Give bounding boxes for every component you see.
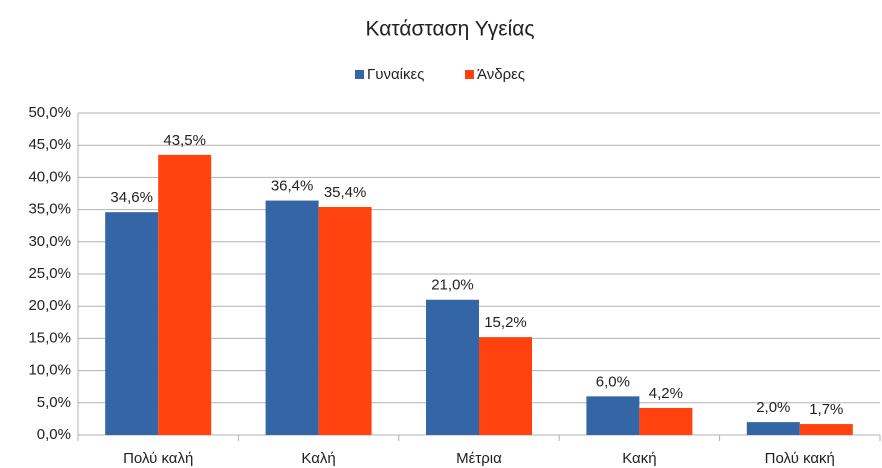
y-tick-label: 45,0% bbox=[28, 136, 71, 153]
bar bbox=[105, 212, 159, 435]
y-tick-label: 15,0% bbox=[28, 329, 71, 346]
y-tick-label: 25,0% bbox=[28, 265, 71, 282]
data-label: 15,2% bbox=[484, 314, 527, 331]
data-label: 4,2% bbox=[649, 385, 683, 402]
bar bbox=[479, 337, 532, 435]
x-tick-label: Κακή bbox=[622, 450, 656, 467]
bar bbox=[586, 396, 640, 435]
data-label: 6,0% bbox=[596, 373, 630, 390]
y-tick-label: 20,0% bbox=[28, 297, 71, 314]
data-label: 36,4% bbox=[271, 178, 314, 195]
data-label: 34,6% bbox=[110, 189, 153, 206]
data-label: 1,7% bbox=[809, 401, 843, 418]
data-label: 21,0% bbox=[431, 277, 474, 294]
data-label: 2,0% bbox=[756, 399, 790, 416]
y-tick-label: 35,0% bbox=[28, 201, 71, 218]
legend-swatch bbox=[355, 70, 364, 79]
bar bbox=[265, 200, 319, 435]
legend-label: Άνδρες bbox=[477, 66, 525, 83]
bar bbox=[799, 424, 853, 435]
bar bbox=[746, 422, 800, 435]
x-tick-label: Πολύ καλή bbox=[123, 450, 193, 467]
y-tick-label: 40,0% bbox=[28, 168, 71, 185]
bar bbox=[426, 299, 479, 435]
legend-swatch bbox=[465, 70, 474, 79]
y-tick-label: 50,0% bbox=[28, 104, 71, 121]
x-tick-label: Καλή bbox=[301, 450, 335, 467]
legend-label: Γυναίκες bbox=[367, 66, 424, 83]
chart-title: Κατάσταση Υγείας bbox=[365, 18, 534, 41]
bar bbox=[318, 207, 372, 435]
data-label: 35,4% bbox=[324, 184, 367, 201]
y-tick-label: 30,0% bbox=[28, 233, 71, 250]
bar bbox=[639, 407, 693, 435]
y-tick-label: 10,0% bbox=[28, 362, 71, 379]
bar bbox=[158, 154, 212, 436]
y-tick-label: 0,0% bbox=[37, 426, 71, 443]
y-tick-label: 5,0% bbox=[37, 394, 71, 411]
x-tick-label: Πολύ κακή bbox=[765, 450, 835, 467]
data-label: 43,5% bbox=[163, 132, 206, 149]
x-tick-label: Μέτρια bbox=[456, 450, 502, 467]
